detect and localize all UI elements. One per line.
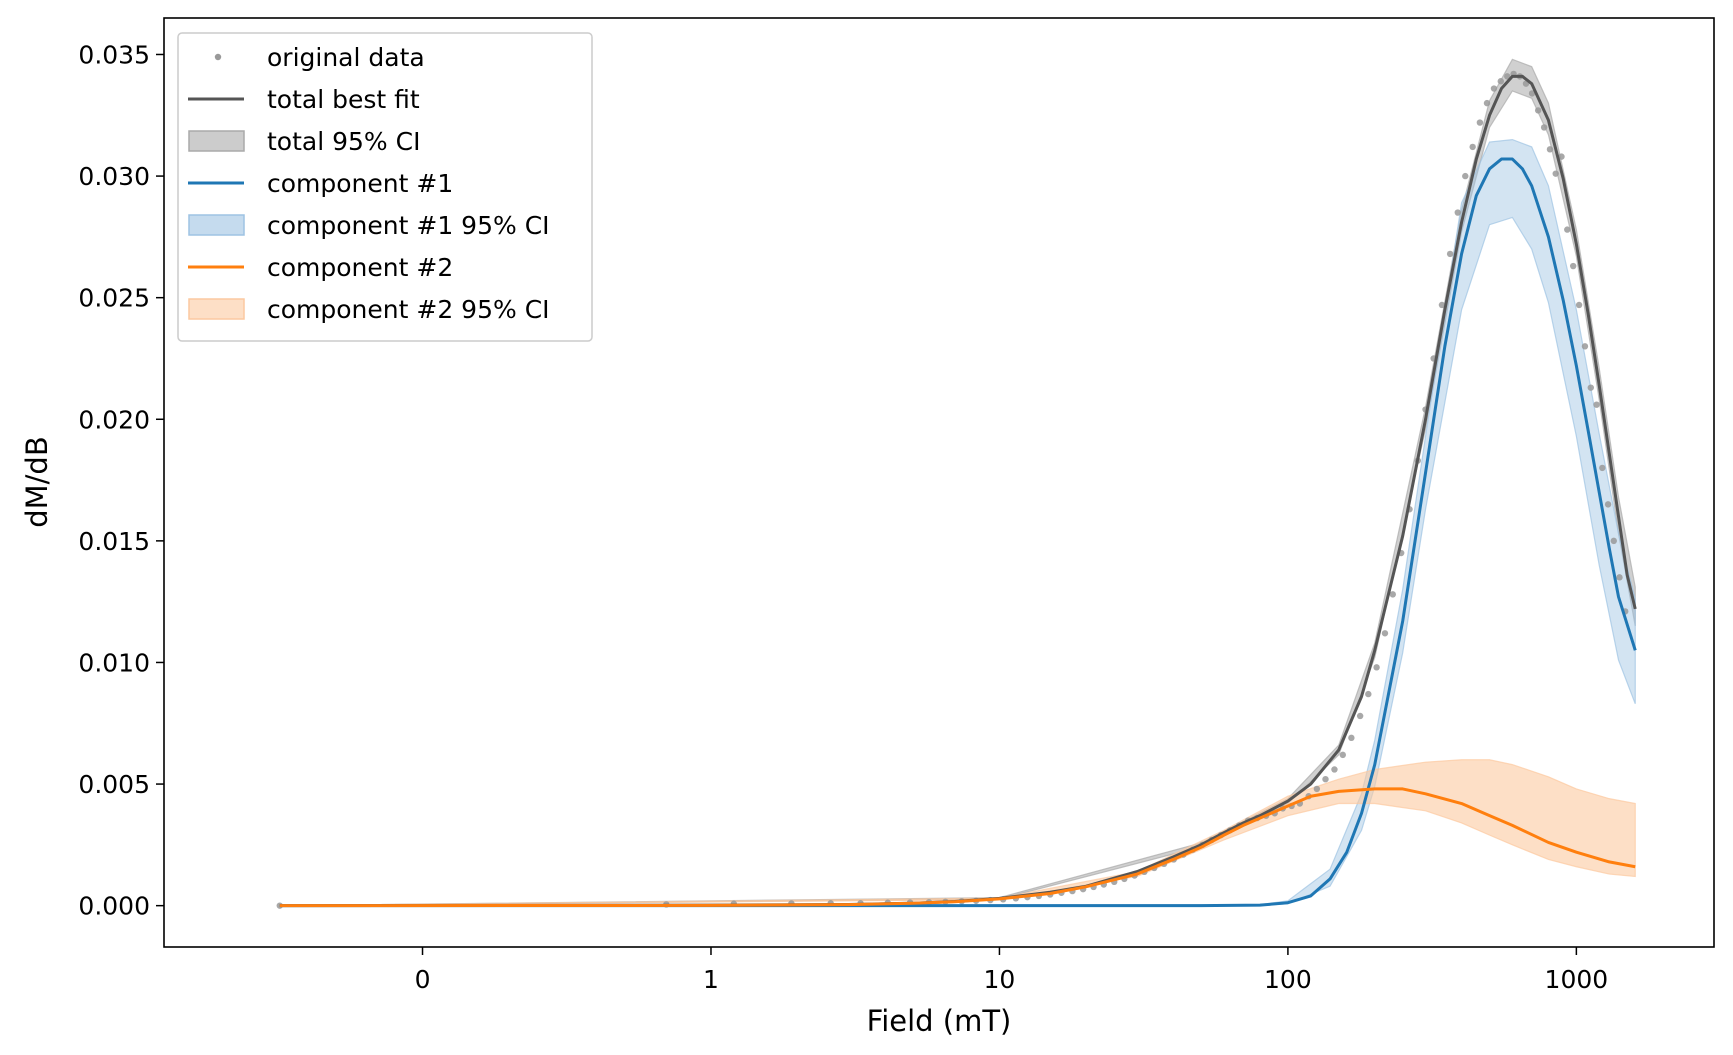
data-point: [1454, 209, 1461, 216]
x-tick-label: 0: [415, 965, 431, 994]
legend-marker: [214, 53, 222, 61]
plot-area: [276, 58, 1637, 909]
data-point: [1446, 250, 1454, 258]
legend-swatch: [188, 214, 245, 236]
y-tick-label: 0.000: [78, 892, 150, 921]
x-tick-label: 100: [1264, 965, 1312, 994]
y-tick-label: 0.020: [78, 405, 150, 434]
y-tick-label: 0.035: [78, 40, 150, 69]
data-point: [1604, 501, 1612, 508]
data-point: [1546, 146, 1554, 153]
component-2-95-ci-band: [279, 759, 1636, 907]
legend-swatch: [188, 298, 245, 320]
legend-swatch: [188, 130, 245, 152]
plot-frame: [163, 17, 1715, 948]
data-point: [1552, 170, 1559, 177]
y-tick-label: 0.015: [78, 527, 150, 556]
legend-label: total 95% CI: [267, 127, 420, 156]
data-point: [1348, 734, 1355, 742]
data-point: [276, 902, 283, 909]
legend-item-original-data: original data: [214, 43, 425, 72]
data-point: [1581, 343, 1589, 350]
component-1-95-ci-band: [279, 138, 1636, 907]
x-axis: 0 1 10 100 1000: [415, 947, 1609, 994]
data-point: [1616, 574, 1623, 581]
data-point: [1313, 785, 1321, 793]
y-tick-label: 0.030: [78, 162, 150, 191]
data-point: [1483, 99, 1491, 107]
legend-item-total-95-ci: total 95% CI: [188, 127, 420, 156]
data-point: [1528, 90, 1536, 97]
x-axis-label: Field (mT): [867, 1004, 1012, 1038]
data-point: [1389, 591, 1396, 598]
component-1-line: [279, 157, 1637, 908]
legend-box: [177, 32, 593, 342]
legend-label: component #2 95% CI: [267, 295, 550, 324]
data-point: [1339, 751, 1347, 759]
data-point: [1476, 119, 1484, 126]
data-point: [1558, 153, 1565, 160]
data-point: [1438, 301, 1446, 309]
data-point: [1365, 690, 1372, 698]
data-point: [1462, 172, 1469, 180]
data-point: [1469, 143, 1476, 151]
data-point: [1534, 107, 1542, 114]
data-point: [1497, 78, 1504, 85]
data-point: [1322, 775, 1329, 783]
data-point: [1331, 766, 1338, 773]
data-point: [1373, 664, 1380, 671]
data-point: [1381, 630, 1389, 637]
data-point: [1575, 301, 1583, 309]
data-point: [1587, 384, 1594, 391]
legend-label: original data: [267, 43, 425, 72]
legend-label: component #1 95% CI: [267, 211, 550, 240]
legend-item-component-2-95-ci: component #2 95% CI: [188, 295, 550, 324]
x-tick-label: 10: [984, 965, 1016, 994]
legend-item-component-2: component #2: [188, 253, 453, 282]
data-point: [1610, 537, 1617, 545]
data-point: [1569, 262, 1577, 270]
y-axis: 0.000 0.005 0.010 0.015 0.020 0.025 0.030 0.035: [78, 40, 164, 921]
legend: original data total best fit total 95% CI c…: [177, 32, 593, 342]
legend-item-component-1: component #1: [188, 169, 453, 198]
legend-label: component #1: [267, 169, 453, 198]
data-point: [1599, 464, 1606, 472]
x-tick-label: 1: [703, 965, 719, 994]
legend-label: component #2: [267, 253, 453, 282]
data-point: [1490, 85, 1498, 92]
legend-item-component-1-95-ci: component #1 95% CI: [188, 211, 550, 240]
data-point: [1564, 226, 1571, 233]
y-axis-label: dM/dB: [20, 436, 54, 528]
data-point: [1540, 124, 1548, 131]
y-tick-label: 0.010: [78, 648, 150, 677]
data-point: [1356, 712, 1364, 720]
component-2-line: [279, 787, 1636, 908]
data-point: [1504, 73, 1511, 80]
legend-label: total best fit: [267, 85, 420, 114]
legend-item-total-best-fit: total best fit: [188, 85, 420, 114]
x-tick-label: 1000: [1545, 965, 1609, 994]
y-tick-label: 0.005: [78, 770, 150, 799]
y-tick-label: 0.025: [78, 284, 150, 313]
data-point: [1593, 401, 1600, 408]
